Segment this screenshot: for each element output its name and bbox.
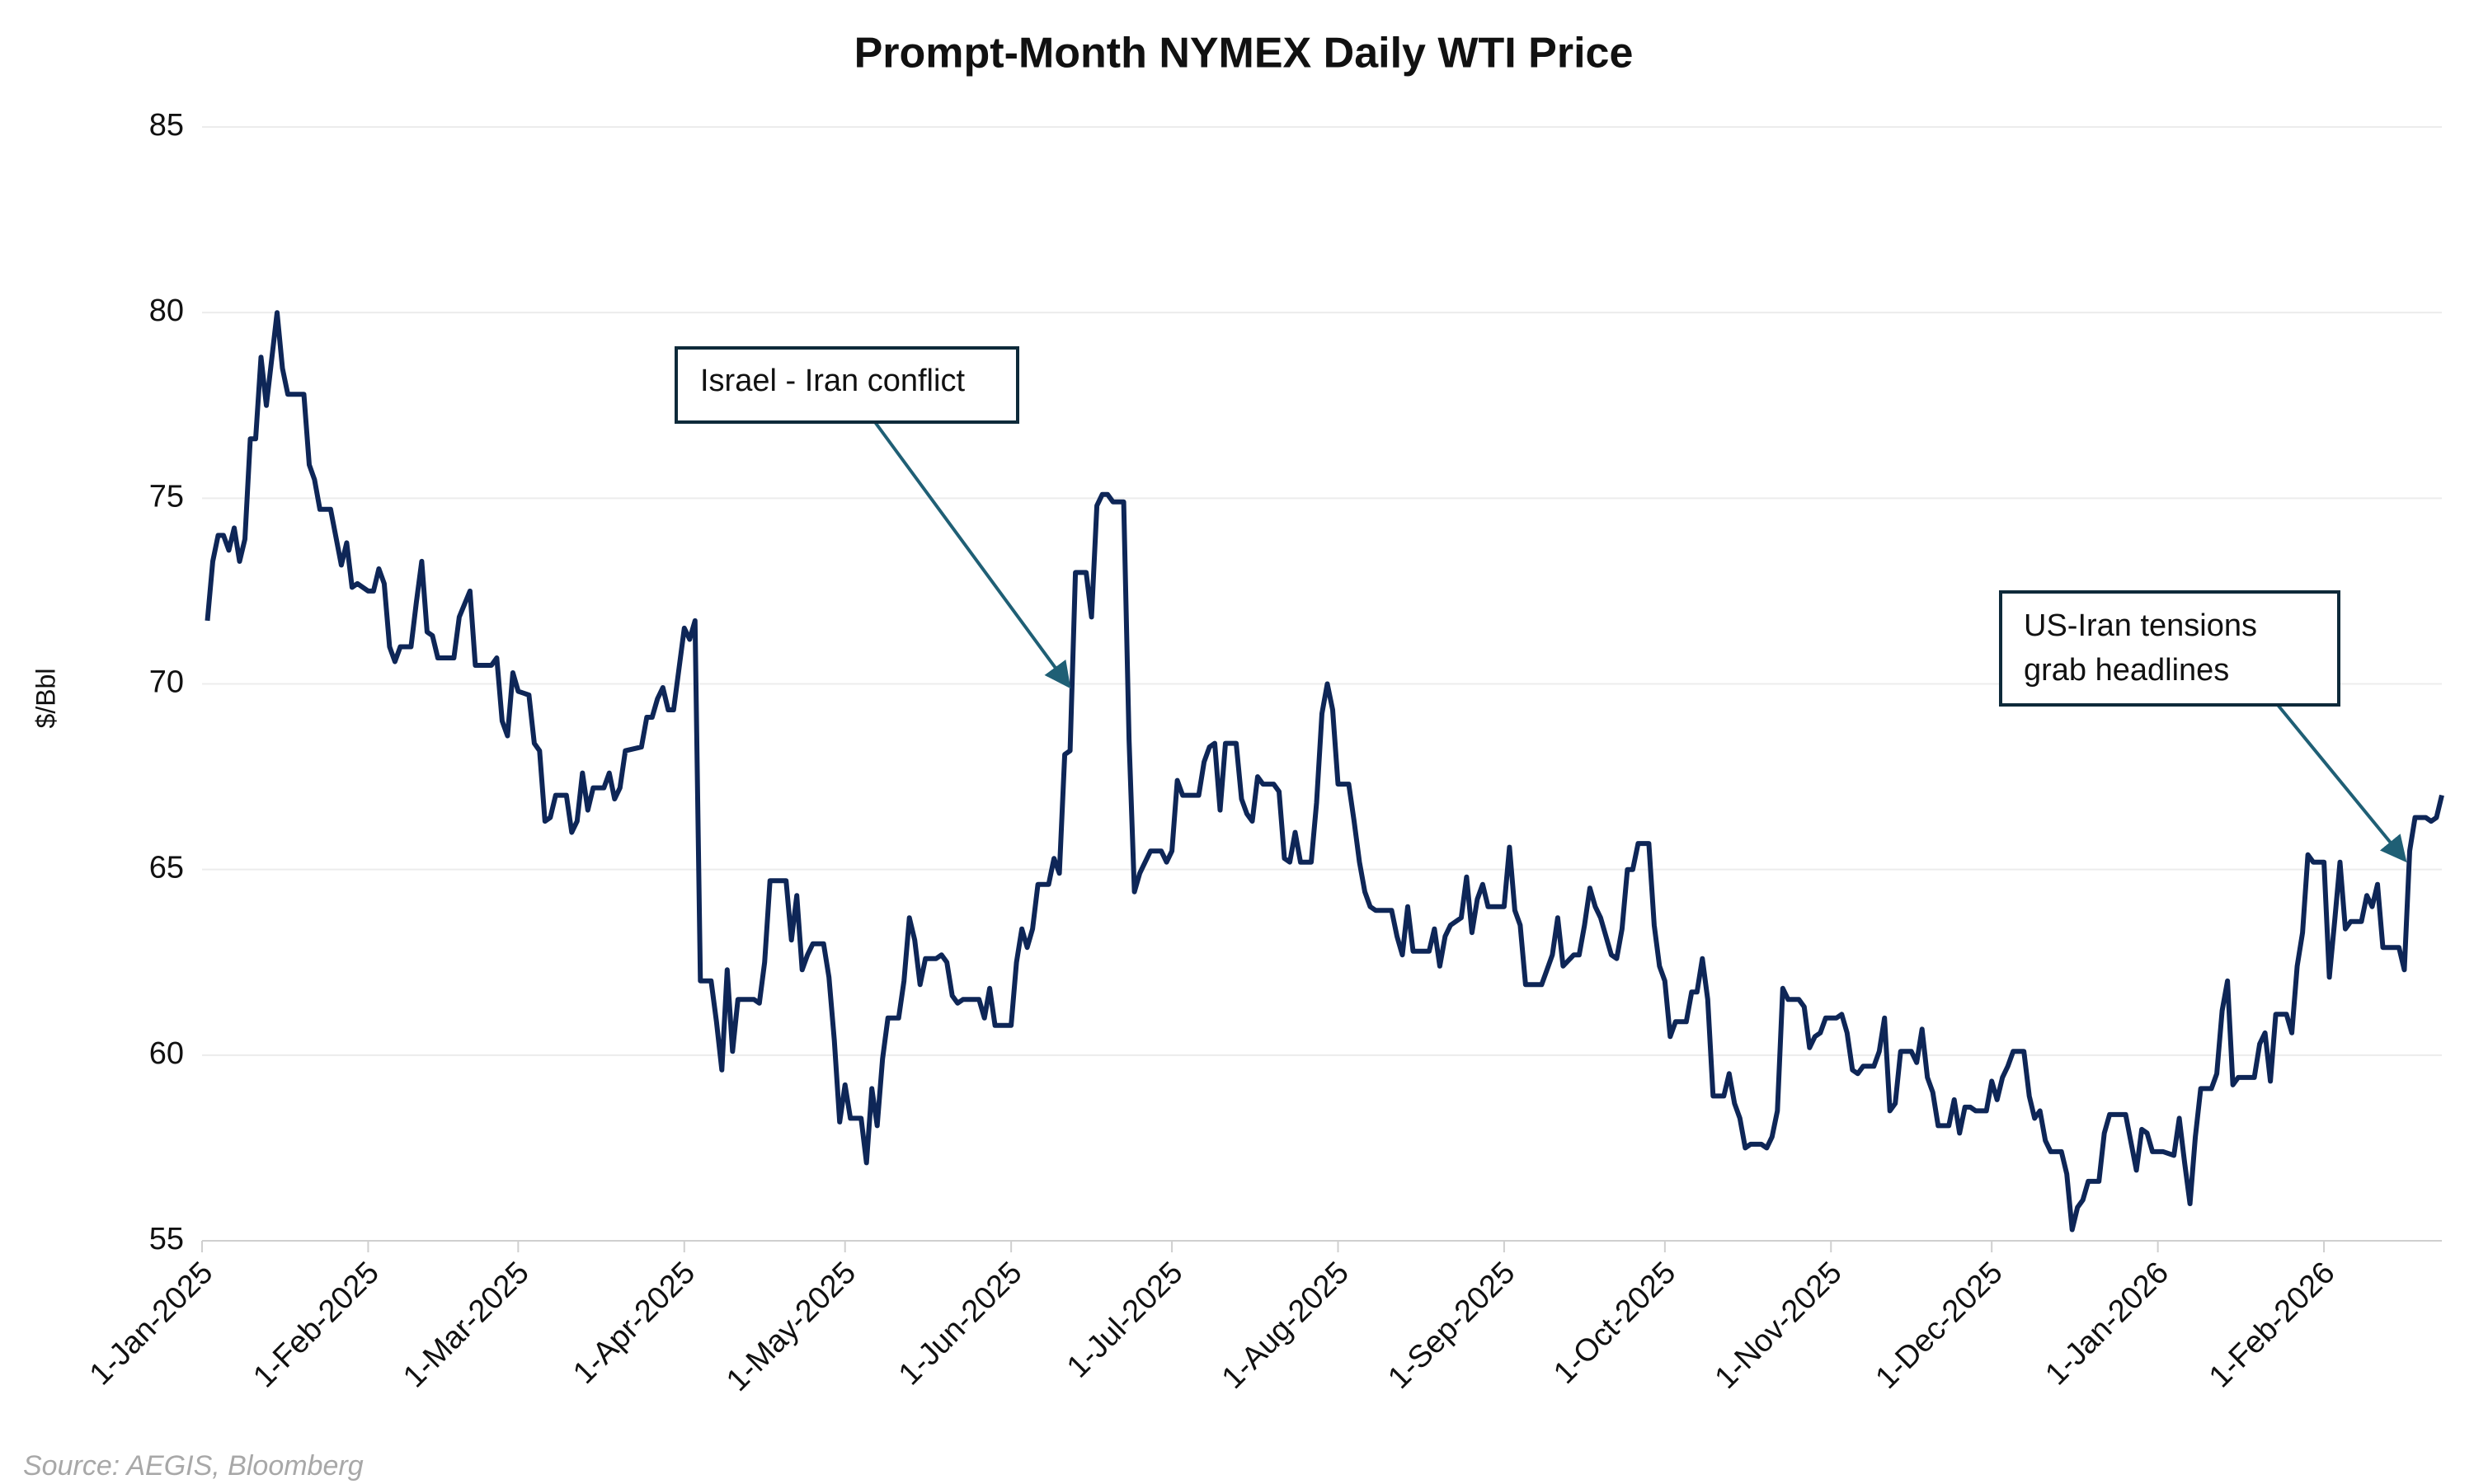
chart-title: Prompt-Month NYMEX Daily WTI Price bbox=[854, 30, 1634, 77]
y-tick-label: 70 bbox=[149, 665, 184, 700]
x-tick-label: 1-Feb-2026 bbox=[2203, 1256, 2342, 1395]
x-tick-label: 1-May-2025 bbox=[720, 1256, 863, 1398]
annotation-text: grab headlines bbox=[2024, 653, 2229, 688]
grid bbox=[202, 126, 2442, 1242]
y-tick-label: 60 bbox=[149, 1036, 184, 1071]
y-tick-label: 55 bbox=[149, 1222, 184, 1256]
annotation-text: US-Iran tensions bbox=[2024, 608, 2257, 643]
annotation-arrow bbox=[2276, 703, 2407, 863]
x-tick-label: 1-Aug-2025 bbox=[1216, 1256, 1356, 1396]
x-tick-label: 1-Jan-2025 bbox=[83, 1256, 220, 1392]
x-tick-label: 1-Nov-2025 bbox=[1709, 1256, 1849, 1396]
x-tick-label: 1-Dec-2025 bbox=[1870, 1256, 2010, 1396]
x-tick-label: 1-Jul-2025 bbox=[1061, 1256, 1190, 1385]
x-tick-label: 1-Feb-2025 bbox=[247, 1256, 386, 1395]
x-tick-label: 1-Oct-2025 bbox=[1547, 1256, 1682, 1391]
price-line bbox=[205, 310, 2444, 1233]
x-tick-label: 1-Mar-2025 bbox=[397, 1256, 536, 1395]
source-note: Source: AEGIS, Bloomberg bbox=[23, 1450, 364, 1482]
y-tick-label: 65 bbox=[149, 851, 184, 885]
x-tick-label: 1-Sep-2025 bbox=[1381, 1256, 1522, 1396]
y-tick-label: 80 bbox=[149, 294, 184, 328]
x-tick-label: 1-Jun-2025 bbox=[892, 1256, 1029, 1392]
annotation-box bbox=[675, 346, 1019, 424]
annotation-arrow bbox=[873, 420, 1071, 689]
y-tick-label: 85 bbox=[149, 108, 184, 143]
annotation-text: Israel - Iran conflict bbox=[700, 364, 965, 398]
y-tick-label: 75 bbox=[149, 479, 184, 514]
x-tick-label: 1-Apr-2025 bbox=[567, 1256, 702, 1391]
y-axis-label: $/Bbl bbox=[31, 669, 60, 729]
x-tick-label: 1-Jan-2026 bbox=[2039, 1256, 2175, 1392]
annotation-box bbox=[1999, 590, 2340, 707]
